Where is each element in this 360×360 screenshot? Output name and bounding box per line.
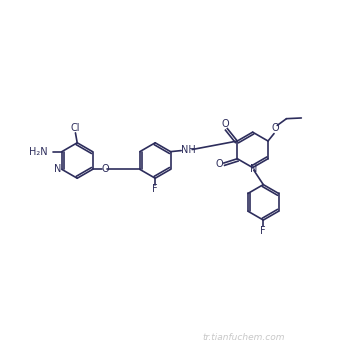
Text: F: F [261,226,266,236]
Text: N: N [250,164,257,174]
Text: F: F [152,184,158,194]
Text: tr.tianfuchem.com: tr.tianfuchem.com [203,333,285,342]
Text: O: O [102,165,109,174]
Text: O: O [216,159,224,169]
Text: H₂N: H₂N [29,147,48,157]
Text: O: O [272,122,280,132]
Text: N: N [54,165,61,174]
Text: Cl: Cl [71,122,80,132]
Text: NH: NH [180,145,195,155]
Text: O: O [222,119,229,129]
